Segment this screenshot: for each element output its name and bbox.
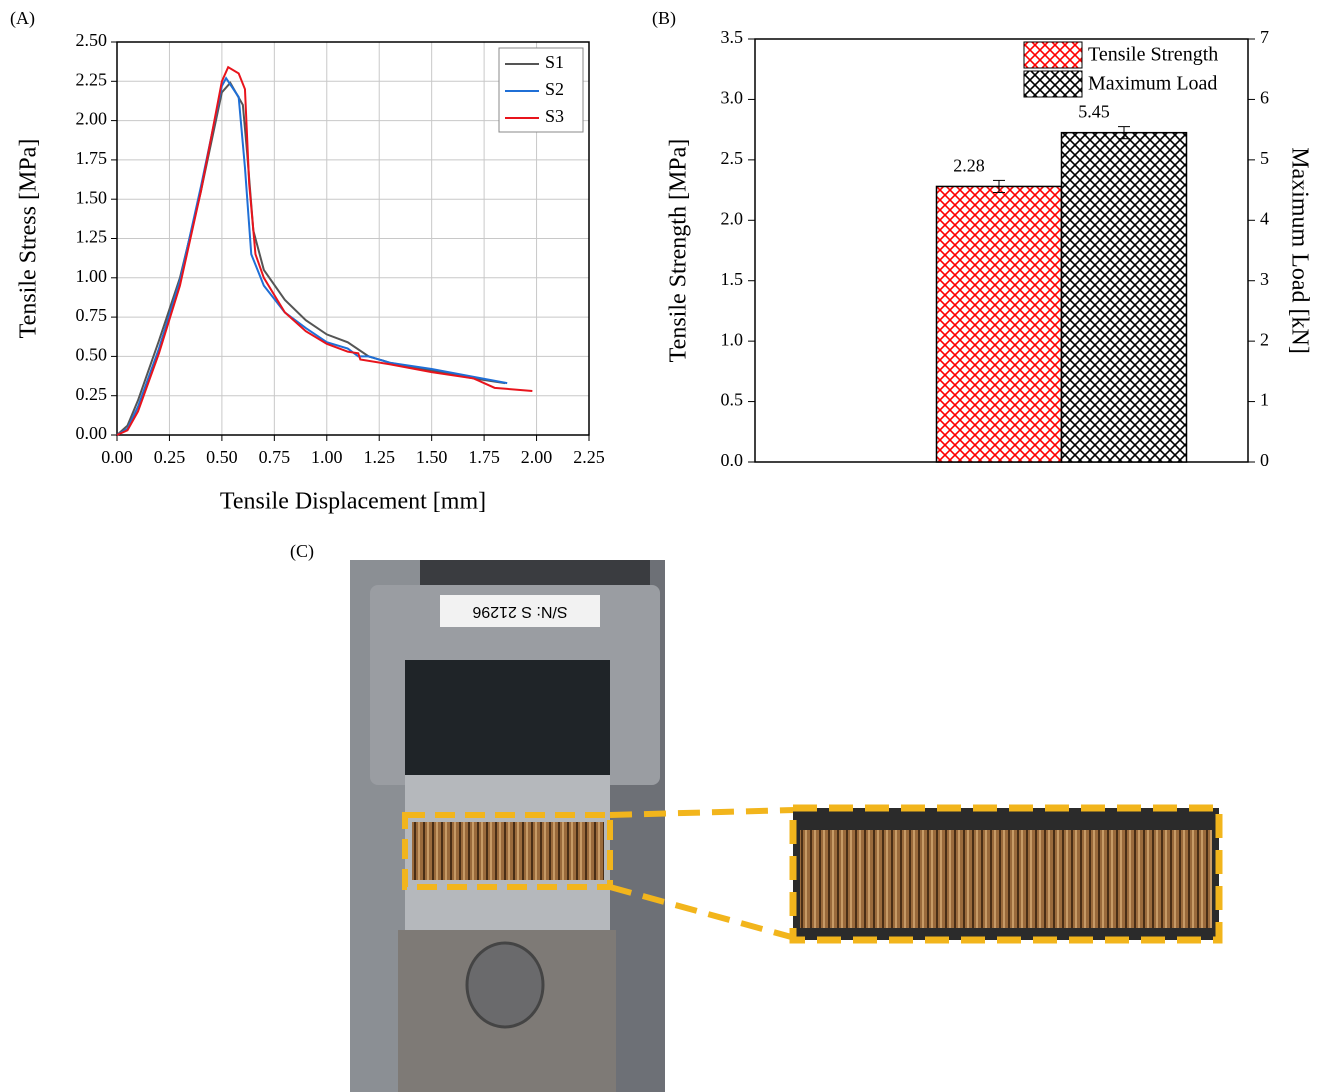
y2-tick-label: 5 — [1260, 148, 1269, 168]
y-tick-label: 1.0 — [721, 329, 744, 349]
panel-label: (C) — [290, 541, 314, 562]
y-tick-label: 1.75 — [76, 148, 108, 168]
y-axis-title: Tensile Stress [MPa] — [16, 139, 42, 339]
legend-label: S1 — [545, 52, 564, 72]
y-axis-title: Tensile Strength [MPa] — [666, 139, 692, 363]
x-tick-label: 1.50 — [416, 447, 448, 467]
legend-label: S2 — [545, 79, 564, 99]
plot-frame — [116, 41, 590, 436]
x-tick-label: 0.00 — [101, 447, 133, 467]
y2-tick-label: 1 — [1260, 390, 1269, 410]
y-tick-label: 2.0 — [721, 208, 744, 228]
y-tick-label: 0.5 — [721, 390, 744, 410]
legend-label: Tensile Strength — [1088, 44, 1218, 66]
x-tick-label: 0.50 — [206, 447, 238, 467]
series-line — [116, 81, 506, 436]
y-tick-label: 0.0 — [721, 450, 744, 470]
bar — [1060, 131, 1188, 463]
y-tick-label: 1.5 — [721, 269, 744, 289]
y2-tick-label: 3 — [1260, 269, 1269, 289]
x-tick-label: 0.25 — [154, 447, 186, 467]
y2-tick-label: 4 — [1260, 208, 1269, 228]
x-axis-title: Tensile Displacement [mm] — [220, 489, 486, 515]
legend-label: Maximum Load — [1088, 73, 1217, 95]
panel-label: (A) — [10, 8, 35, 29]
y-tick-label: 3.5 — [721, 27, 744, 47]
y-tick-label: 2.00 — [76, 109, 108, 129]
x-tick-label: 1.75 — [468, 447, 500, 467]
x-tick-label: 1.00 — [311, 447, 343, 467]
y-tick-label: 0.75 — [76, 305, 108, 325]
legend-swatch — [1023, 41, 1083, 69]
y-tick-label: 1.25 — [76, 227, 108, 247]
legend-swatch — [1023, 70, 1083, 98]
x-tick-label: 2.25 — [573, 447, 605, 467]
error-bar — [993, 179, 1005, 193]
legend-label: S3 — [545, 106, 564, 126]
y2-tick-label: 7 — [1260, 27, 1269, 47]
y-tick-label: 1.50 — [76, 187, 108, 207]
y2-axis-title: Maximum Load [kN] — [1286, 147, 1312, 354]
y-tick-label: 2.50 — [76, 30, 108, 50]
y-tick-label: 0.50 — [76, 345, 108, 365]
value-label: 5.45 — [1078, 102, 1110, 122]
y-tick-label: 0.25 — [76, 384, 108, 404]
value-label: 2.28 — [953, 156, 985, 176]
x-tick-label: 1.25 — [363, 447, 395, 467]
y2-tick-label: 6 — [1260, 88, 1269, 108]
y-tick-label: 3.0 — [721, 88, 744, 108]
y2-tick-label: 2 — [1260, 329, 1269, 349]
y2-tick-label: 0 — [1260, 450, 1269, 470]
y-tick-label: 0.00 — [76, 423, 108, 443]
y-tick-label: 1.00 — [76, 266, 108, 286]
photo: S/N: S 21296 — [350, 560, 1223, 1092]
error-bar — [1118, 126, 1130, 140]
bar — [935, 185, 1063, 463]
x-tick-label: 2.00 — [521, 447, 553, 467]
series-line — [116, 76, 508, 436]
y-tick-label: 2.25 — [76, 69, 108, 89]
x-tick-label: 0.75 — [259, 447, 291, 467]
y-tick-label: 2.5 — [721, 148, 744, 168]
series-line — [116, 65, 533, 436]
plate-text: S/N: S 21296 — [472, 603, 567, 620]
panel-label: (B) — [652, 8, 676, 29]
